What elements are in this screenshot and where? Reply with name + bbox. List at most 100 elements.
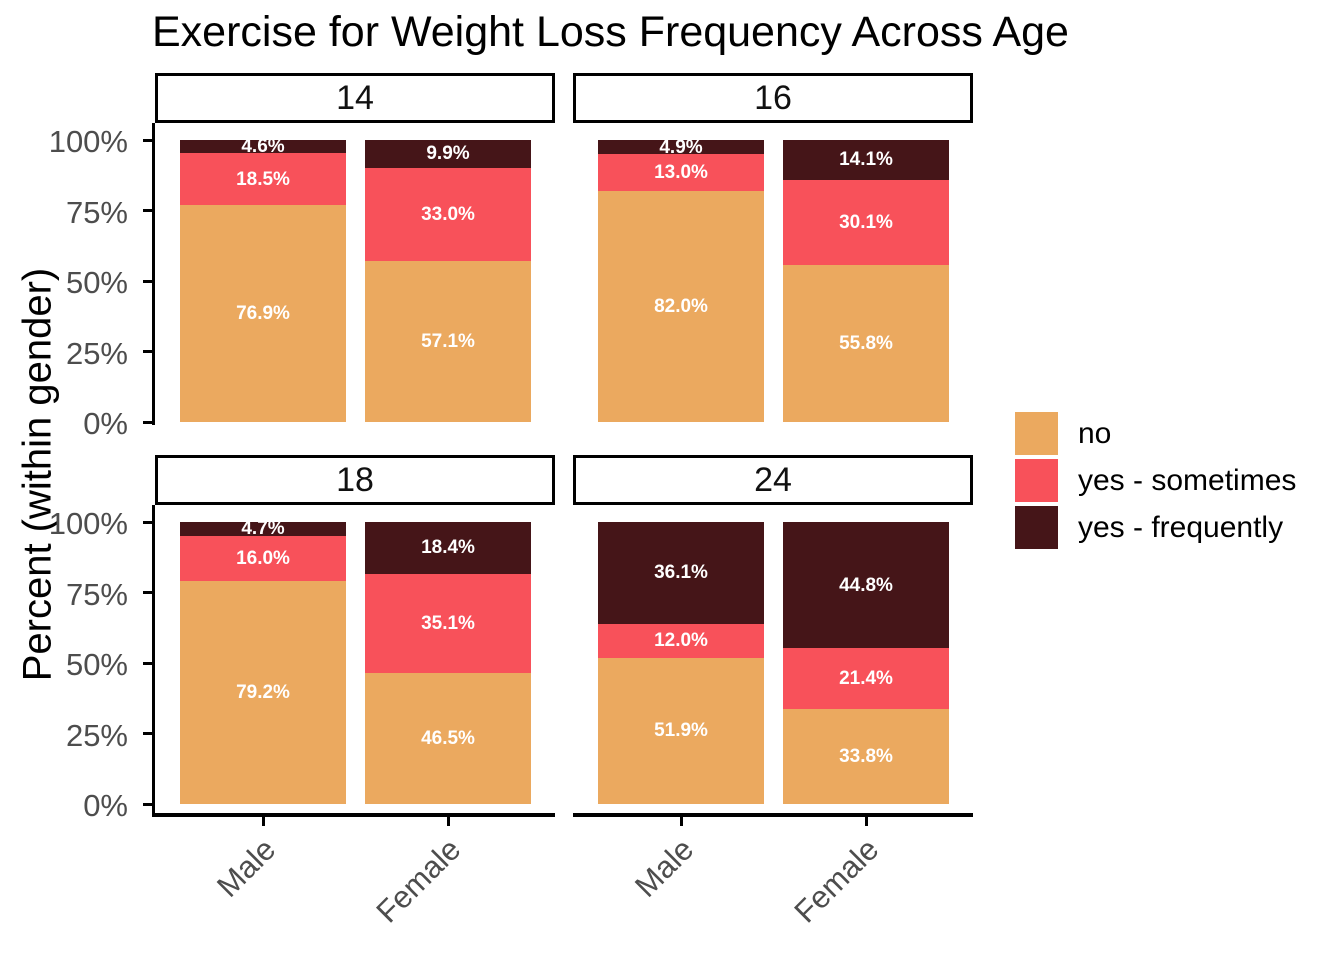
bar-segment-label: 9.9% — [426, 143, 470, 165]
bar-segment: 4.9% — [598, 136, 764, 158]
y-tick-mark — [143, 591, 152, 594]
facet-panel: 82.0% 13.0% 4.9% 55.8% 30.1% 14.1% — [573, 123, 973, 435]
bar-segment-label: 46.5% — [421, 727, 475, 749]
facet-strip-label: 18 — [336, 460, 374, 499]
y-tick-mark — [143, 661, 152, 665]
bar-segment-label: 35.1% — [421, 612, 475, 634]
x-tick-mark — [446, 817, 450, 826]
x-tick-mark — [864, 817, 868, 826]
bar-segment-label: 44.8% — [839, 574, 893, 596]
facet-panel: 76.9% 18.5% 4.6% 57.1% 33.0% 9.9% — [155, 123, 555, 435]
legend: no yes - sometimes yes - frequently — [1015, 412, 1296, 553]
bar-segment-label: 18.5% — [236, 168, 290, 190]
bar-segment: 79.2% — [180, 580, 346, 804]
legend-label: no — [1078, 416, 1112, 450]
bar-segment: 21.4% — [783, 648, 949, 709]
legend-swatch — [1015, 459, 1058, 502]
bar-segment-label: 36.1% — [654, 562, 708, 584]
y-tick-mark — [143, 209, 152, 212]
x-tick-mark — [679, 817, 683, 826]
y-axis-line — [152, 123, 155, 425]
bar-segment-label: 4.9% — [659, 136, 703, 158]
stacked-bar: 76.9% 18.5% 4.6% — [180, 136, 346, 422]
y-axis-line — [152, 505, 155, 817]
facet-strip: 24 — [573, 455, 973, 505]
y-tick-mark — [143, 520, 152, 524]
facet-strip: 14 — [155, 73, 555, 123]
facet-strip-label: 24 — [754, 460, 792, 499]
bar-segment-label: 55.8% — [839, 332, 893, 354]
y-tick-label: 50% — [65, 265, 128, 300]
bar-segment-label: 21.4% — [839, 668, 893, 690]
stacked-bar: 51.9% 12.0% 36.1% — [598, 522, 764, 804]
bar-segment: 4.6% — [180, 136, 346, 157]
bar-segment: 55.8% — [783, 264, 949, 422]
bar-segment: 57.1% — [365, 260, 531, 422]
bar-segment: 33.0% — [365, 167, 531, 261]
x-tick-label: Male — [628, 831, 701, 904]
legend-label: yes - frequently — [1078, 510, 1284, 544]
y-tick-mark — [143, 732, 152, 735]
bar-segment: 13.0% — [598, 154, 764, 191]
y-tick-mark — [143, 138, 152, 142]
bar-segment: 9.9% — [365, 140, 531, 168]
bar-segment-label: 51.9% — [654, 720, 708, 742]
legend-item: no — [1015, 412, 1296, 455]
y-tick-label: 75% — [65, 576, 128, 612]
y-tick-label: 25% — [65, 717, 128, 753]
bar-segment: 18.5% — [180, 153, 346, 206]
bar-segment-label: 82.0% — [654, 295, 708, 317]
bar-segment: 33.8% — [783, 708, 949, 804]
stacked-bar: 46.5% 35.1% 18.4% — [365, 522, 531, 804]
bar-segment: 76.9% — [180, 205, 346, 422]
bar-segment: 30.1% — [783, 179, 949, 265]
y-tick-label: 0% — [83, 406, 128, 441]
facet-panel: 51.9% 12.0% 36.1% 33.8% 21.4% 44.8% — [573, 505, 973, 817]
x-axis-line — [573, 813, 973, 817]
bar-segment-label: 76.9% — [236, 303, 290, 325]
bar-segment: 35.1% — [365, 573, 531, 673]
bar-segment-label: 14.1% — [839, 149, 893, 171]
bar-segment: 44.8% — [783, 522, 949, 649]
bar-segment: 14.1% — [783, 140, 949, 180]
y-tick-mark — [143, 279, 152, 283]
facet-strip: 18 — [155, 455, 555, 505]
legend-item: yes - frequently — [1015, 506, 1296, 549]
legend-item: yes - sometimes — [1015, 459, 1296, 502]
stacked-bar: 82.0% 13.0% 4.9% — [598, 136, 764, 422]
y-tick-label: 25% — [65, 335, 128, 371]
bar-segment: 46.5% — [365, 672, 531, 804]
bar-segment-label: 33.0% — [421, 203, 475, 225]
y-tick-label: 75% — [65, 194, 128, 230]
y-tick-mark — [143, 420, 152, 424]
stacked-bar: 33.8% 21.4% 44.8% — [783, 522, 949, 804]
chart-title: Exercise for Weight Loss Frequency Acros… — [152, 8, 1069, 56]
y-axis-title: Percent (within gender) — [15, 267, 60, 682]
bar-segment: 16.0% — [180, 535, 346, 581]
bar-segment-label: 16.0% — [236, 547, 290, 569]
facet-strip: 16 — [573, 73, 973, 123]
legend-swatch — [1015, 412, 1058, 455]
bar-segment: 51.9% — [598, 657, 764, 804]
bar-segment: 36.1% — [598, 522, 764, 624]
bar-segment-label: 33.8% — [839, 745, 893, 767]
bar-segment-label: 30.1% — [839, 211, 893, 233]
y-tick-label: 100% — [48, 506, 128, 541]
bar-segment-label: 57.1% — [421, 330, 475, 352]
y-tick-mark — [143, 802, 152, 806]
bar-segment: 18.4% — [365, 522, 531, 574]
bar-segment-label: 4.6% — [241, 136, 285, 157]
stacked-bar: 57.1% 33.0% 9.9% — [365, 140, 531, 422]
y-tick-label: 50% — [65, 647, 128, 682]
x-tick-mark — [261, 817, 265, 826]
bar-segment: 4.7% — [180, 519, 346, 538]
stacked-bar: 55.8% 30.1% 14.1% — [783, 140, 949, 422]
bar-segment: 12.0% — [598, 623, 764, 658]
x-tick-label: Male — [210, 831, 283, 904]
bar-segment-label: 18.4% — [421, 537, 475, 559]
y-tick-label: 100% — [48, 124, 128, 159]
x-tick-label: Female — [369, 831, 468, 930]
facet-panel: 79.2% 16.0% 4.7% 46.5% 35.1% 18.4% — [155, 505, 555, 817]
bar-segment-label: 79.2% — [236, 681, 290, 703]
